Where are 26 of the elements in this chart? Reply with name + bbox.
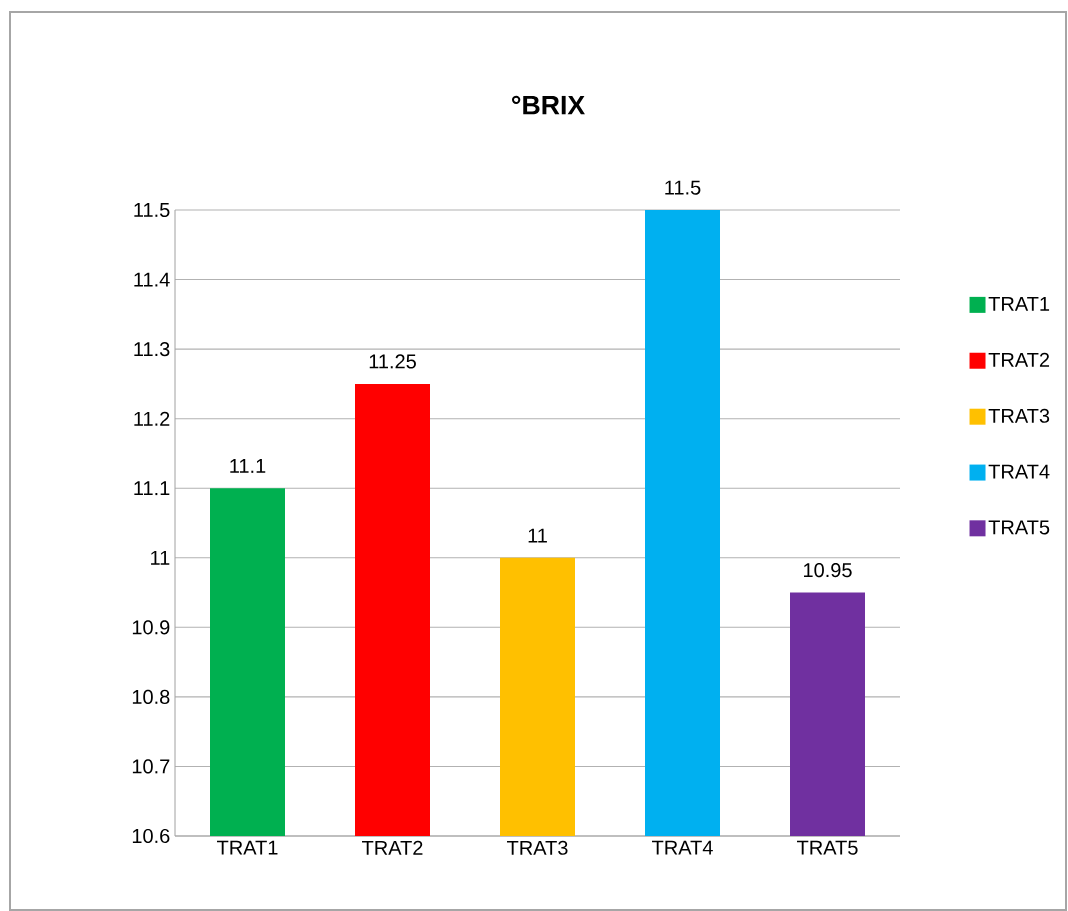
y-tick-label: 11 <box>151 550 170 565</box>
y-tick-label: 10.6 <box>132 828 170 844</box>
x-tick-label: TRAT4 <box>652 840 713 855</box>
x-tick-label: TRAT5 <box>797 840 858 855</box>
data-label: 10.95 <box>804 563 852 578</box>
y-tick-label: 11.3 <box>134 342 170 357</box>
legend-label: TRAT1 <box>988 297 1050 311</box>
y-tick-label: 11.4 <box>134 272 170 287</box>
y-tick-label: 11.2 <box>134 411 170 426</box>
x-tick-label: TRAT2 <box>362 840 423 855</box>
legend-label: TRAT5 <box>988 520 1050 535</box>
data-label: 11.1 <box>230 459 266 473</box>
y-tick-label: 11.5 <box>134 203 170 217</box>
x-tick-label: TRAT3 <box>507 840 568 855</box>
y-tick-label: 10.9 <box>132 620 170 635</box>
y-tick-label: 11.1 <box>134 481 170 496</box>
y-tick-label: 10.7 <box>132 759 170 774</box>
x-tick-label: TRAT1 <box>217 840 278 855</box>
legend-label: TRAT2 <box>988 352 1050 367</box>
data-label: 11.5 <box>665 180 701 195</box>
chart-title: °BRIX <box>511 95 585 115</box>
legend-label: TRAT4 <box>988 464 1050 479</box>
legend-label: TRAT3 <box>988 408 1050 423</box>
data-label: 11.25 <box>369 354 416 369</box>
y-tick-label: 10.8 <box>132 689 170 704</box>
data-label: 11 <box>528 528 547 543</box>
